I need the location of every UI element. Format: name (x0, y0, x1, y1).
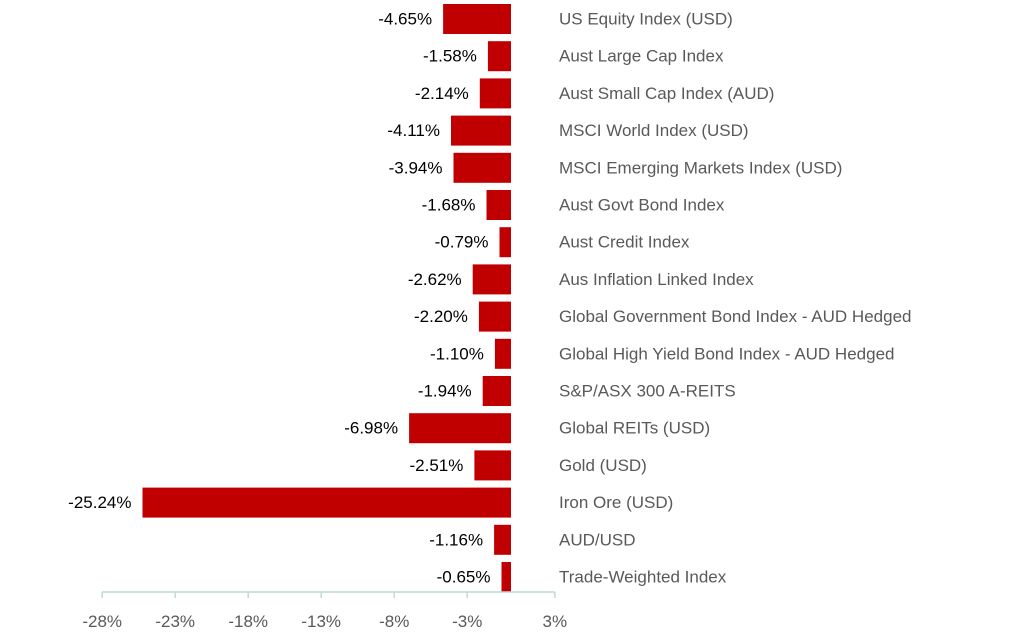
category-labels-group: US Equity Index (USD) Aust Large Cap Inde… (559, 10, 911, 587)
category-label: AUD/USD (559, 530, 636, 549)
bar (482, 376, 511, 406)
bar (486, 190, 511, 220)
category-label: US Equity Index (USD) (559, 10, 733, 29)
category-label: MSCI Emerging Markets Index (USD) (559, 158, 842, 177)
bar-value-label: -0.79% (435, 233, 489, 252)
category-label: MSCI World Index (USD) (559, 121, 749, 140)
bar-value-label: -4.65% (378, 10, 432, 29)
category-label: Global Government Bond Index - AUD Hedge… (559, 307, 911, 326)
bar (453, 152, 511, 183)
x-tick-label: 3% (543, 612, 568, 631)
category-label: Global REITs (USD) (559, 419, 710, 438)
x-tick-label: -28% (82, 612, 122, 631)
category-label: Aust Small Cap Index (AUD) (559, 84, 774, 103)
bar-value-label: -1.10% (430, 344, 484, 363)
bar (142, 487, 511, 518)
x-tick-label: -8% (379, 612, 409, 631)
bar-value-label: -2.62% (408, 270, 462, 289)
category-label: Aust Govt Bond Index (559, 196, 725, 215)
category-label: Gold (USD) (559, 456, 647, 475)
bar-value-label: -3.94% (389, 158, 443, 177)
bar-value-label: -4.11% (387, 121, 440, 140)
bar-value-label: -2.51% (410, 456, 464, 475)
bar (478, 301, 511, 332)
bars-group (142, 4, 511, 592)
category-label: Global High Yield Bond Index - AUD Hedge… (559, 344, 894, 363)
bar-value-label: -1.16% (429, 530, 483, 549)
bar-value-label: -2.20% (414, 307, 468, 326)
bar (479, 78, 511, 109)
bar-value-label: -1.58% (423, 47, 477, 66)
category-label: Aust Credit Index (559, 233, 690, 252)
bar (451, 115, 511, 146)
x-tick-label: -18% (228, 612, 268, 631)
value-labels-group: -4.65% -1.58% -2.14% -4.11% -3.94% -1.68% -0.7… (68, 10, 490, 587)
category-label: Aust Large Cap Index (559, 47, 724, 66)
bar-value-label: -2.14% (415, 84, 469, 103)
category-label: S&P/ASX 300 A-REITS (559, 382, 736, 401)
x-tick-label: -3% (452, 612, 482, 631)
bar (443, 4, 511, 34)
bar-value-label: -6.98% (344, 419, 398, 438)
x-axis: -28% -23% -18% -13% -8% -3% 3% (82, 591, 568, 631)
bar-value-label: -1.94% (418, 382, 472, 401)
x-tick-label: -13% (301, 612, 341, 631)
bar (409, 413, 511, 444)
bar-value-label: -25.24% (68, 493, 131, 512)
bar (501, 562, 511, 592)
bar (487, 41, 511, 72)
bar (472, 264, 511, 295)
bar (494, 338, 511, 369)
category-label: Trade-Weighted Index (559, 568, 727, 587)
bar (474, 450, 511, 481)
bar-value-label: -1.68% (422, 196, 476, 215)
category-label: Iron Ore (USD) (559, 493, 673, 512)
bar-value-label: -0.65% (437, 568, 491, 587)
bar (499, 227, 511, 258)
bar (494, 524, 511, 555)
category-label: Aus Inflation Linked Index (559, 270, 754, 289)
x-tick-label: -23% (155, 612, 195, 631)
